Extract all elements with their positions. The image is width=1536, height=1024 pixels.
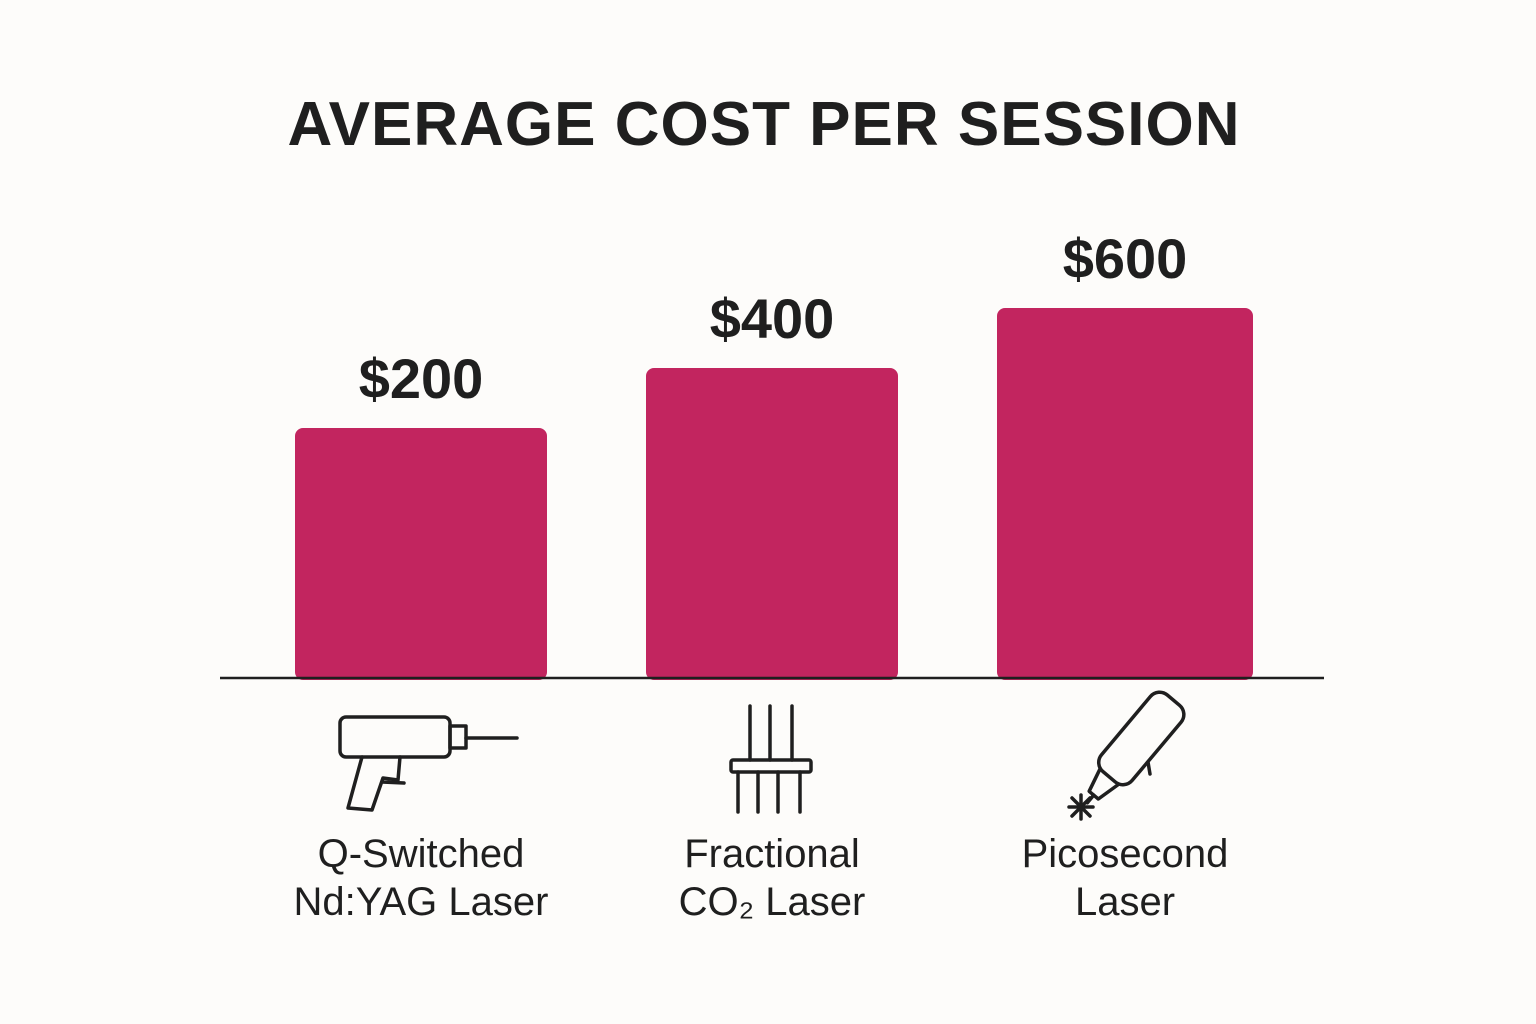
picosecond-laser-pen-icon (1067, 690, 1186, 821)
category-label-2-line-1: Fractional (684, 832, 860, 876)
value-label-1: $200 (359, 347, 484, 410)
chart-title: AVERAGE COST PER SESSION (287, 90, 1240, 159)
category-label-1-line-2: Nd:YAG Laser (294, 880, 549, 924)
category-label-3-line-2: Laser (1075, 880, 1175, 924)
bar-3 (997, 308, 1253, 680)
value-label-3: $600 (1063, 227, 1188, 290)
bar-1 (295, 428, 547, 680)
category-label-1-line-1: Q-Switched (318, 832, 525, 876)
category-label-2-line-2: CO₂ Laser (679, 880, 866, 924)
fractional-laser-icon (729, 704, 813, 814)
value-label-2: $400 (710, 287, 835, 350)
bar-2 (646, 368, 898, 680)
laser-handpiece-icon (338, 715, 519, 812)
bars-layer: $200 $400 $600 (295, 227, 1253, 680)
category-label-3-line-1: Picosecond (1022, 832, 1229, 876)
